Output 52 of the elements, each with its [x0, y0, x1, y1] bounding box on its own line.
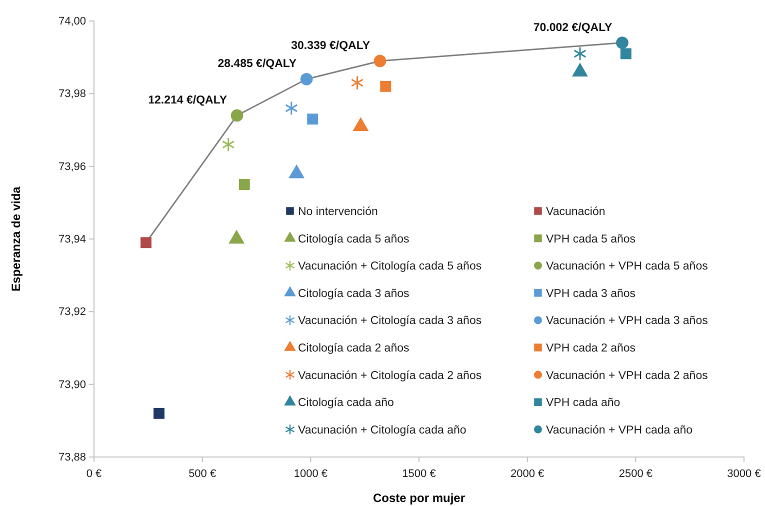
y-tick-label: 73,90: [58, 378, 86, 391]
legend-label: Citología cada 5 años: [298, 233, 410, 246]
point: [307, 114, 318, 125]
point: [616, 36, 628, 49]
x-tick-label: 1000 €: [294, 468, 328, 480]
legend-label: VPH cada 3 años: [546, 288, 636, 300]
y-tick-label: 73,96: [58, 160, 86, 173]
legend-label: Citología cada 2 años: [298, 342, 410, 354]
legend-label: Vacunación + VPH cada 5 años: [546, 260, 708, 273]
legend-label: Vacunación + VPH cada año: [546, 424, 693, 436]
y-tick-label: 73,98: [58, 88, 86, 100]
y-tick-label: 74,00: [58, 16, 86, 28]
x-tick-label: 3000 €: [727, 468, 761, 480]
legend-label: VPH cada año: [546, 397, 620, 410]
legend-label: Vacunación + Citología cada 3 años: [298, 315, 482, 328]
x-tick-label: 2000 €: [510, 468, 544, 480]
point: [300, 72, 313, 86]
legend-label: VPH cada 5 años: [546, 233, 636, 246]
y-axis-title: Esperanza de vida: [9, 186, 23, 292]
annotation: 70.002 €/QALY: [533, 22, 613, 34]
annotation: 28.485 €/QALY: [218, 58, 297, 70]
point: [285, 100, 298, 116]
legend-label: Vacunación + Citología cada 5 años: [298, 260, 482, 273]
legend-label: Vacunación + VPH cada 2 años: [546, 370, 708, 382]
x-axis-title: Coste por mujer: [372, 491, 466, 505]
legend-label: Vacunación + Citología cada 2 años: [298, 370, 482, 382]
point: [374, 54, 386, 68]
x-tick-label: 0 €: [86, 468, 102, 480]
x-tick-label: 500 €: [188, 468, 216, 480]
legend-label: Citología cada 3 años: [298, 288, 410, 300]
point: [222, 137, 235, 152]
annotation: 30.339 €/QALY: [291, 40, 370, 52]
legend-label: VPH cada 2 años: [546, 342, 636, 354]
x-tick-label: 1500 €: [402, 468, 436, 480]
legend-label: Vacunación: [546, 206, 606, 218]
legend-label: Citología cada año: [298, 397, 394, 410]
point: [230, 109, 244, 122]
legend-label: No intervención: [298, 206, 378, 218]
y-tick-label: 73,92: [58, 306, 86, 318]
point: [380, 80, 392, 92]
x-tick-label: 2500 €: [618, 468, 652, 480]
legend-label: Vacunación + Citología cada año: [298, 424, 466, 436]
point: [350, 76, 364, 90]
legend-label: Vacunación + VPH cada 3 años: [546, 315, 708, 328]
y-tick-label: 73,88: [58, 452, 86, 464]
point: [620, 48, 632, 60]
point: [140, 237, 152, 248]
point: [238, 179, 250, 190]
point: [154, 408, 164, 419]
y-tick-label: 73,94: [58, 234, 86, 246]
annotation: 12.214 €/QALY: [148, 94, 228, 106]
point: [574, 46, 586, 61]
